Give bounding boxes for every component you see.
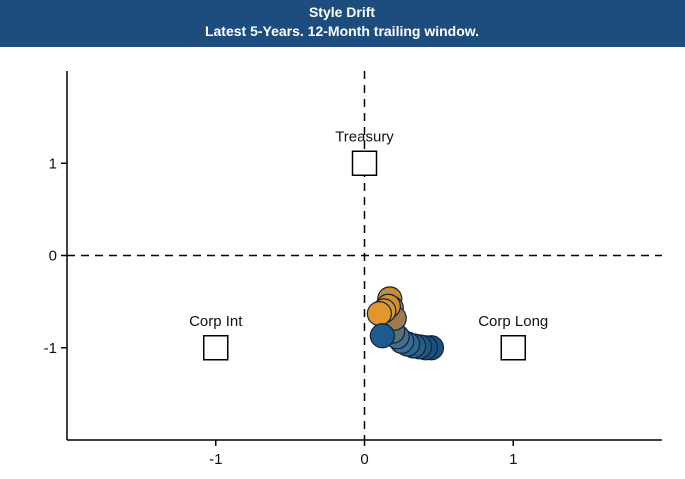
reference-square <box>351 150 378 176</box>
x-tick-label: 1 <box>509 451 517 468</box>
drift-point <box>366 301 392 327</box>
reference-square <box>203 335 229 361</box>
y-tick-label: 1 <box>49 155 57 172</box>
reference-square <box>500 335 526 361</box>
chart-subtitle: Latest 5-Years. 12-Month trailing window… <box>205 23 479 39</box>
chart-title: Style Drift <box>309 4 375 20</box>
reference-label: Corp Long <box>478 313 548 330</box>
reference-label: Treasury <box>335 128 394 145</box>
y-tick-label: -1 <box>44 340 57 357</box>
x-tick-label: -1 <box>209 451 222 468</box>
y-tick-label: 0 <box>49 248 57 265</box>
x-tick-label: 0 <box>360 451 368 468</box>
header-bar <box>0 0 685 47</box>
reference-label: Corp Int <box>189 313 243 330</box>
drift-point <box>369 323 395 349</box>
